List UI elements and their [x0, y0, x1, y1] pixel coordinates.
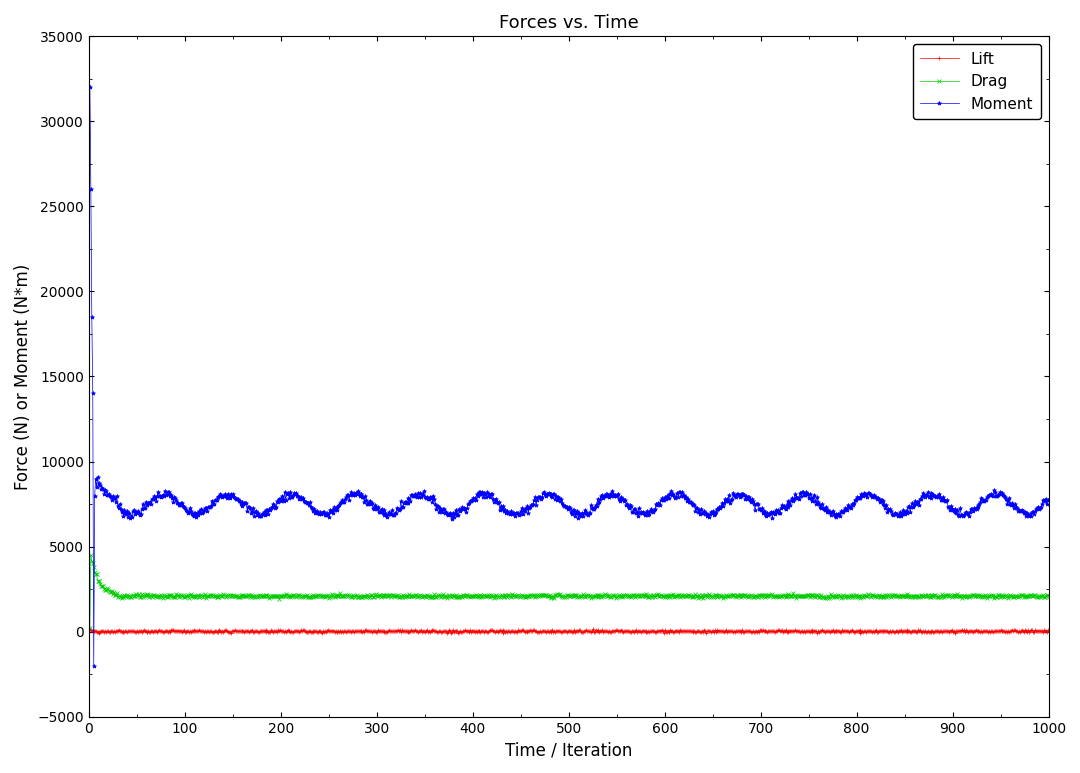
Line: Lift: Lift [87, 627, 1051, 635]
Lift [743, 626, 756, 635]
Drag [83, 624, 96, 633]
Lift [83, 625, 96, 634]
Moment [83, 83, 96, 92]
Drag [507, 591, 519, 601]
Moment [849, 495, 862, 505]
Drag [849, 591, 862, 600]
Drag [84, 550, 97, 560]
Moment [183, 507, 195, 516]
Lift [849, 626, 862, 635]
Lift [507, 626, 519, 635]
Lift [183, 627, 195, 636]
Drag [183, 593, 195, 602]
X-axis label: Time / Iteration: Time / Iteration [505, 741, 633, 759]
Lift [472, 626, 485, 635]
Legend: Lift, Drag, Moment: Lift, Drag, Moment [913, 44, 1041, 119]
Drag [743, 591, 756, 601]
Line: Moment: Moment [87, 85, 1051, 668]
Line: Drag: Drag [87, 553, 1051, 630]
Lift [1042, 627, 1055, 636]
Drag [832, 591, 845, 600]
Drag [1042, 592, 1055, 601]
Lift [92, 628, 105, 638]
Title: Forces vs. Time: Forces vs. Time [499, 14, 638, 32]
Y-axis label: Force (N) or Moment (N*m): Force (N) or Moment (N*m) [14, 264, 32, 489]
Moment [507, 508, 519, 517]
Moment [743, 492, 756, 502]
Moment [472, 489, 485, 499]
Moment [87, 661, 100, 670]
Drag [472, 592, 485, 601]
Moment [1042, 495, 1055, 505]
Moment [832, 509, 845, 519]
Lift [832, 626, 845, 635]
